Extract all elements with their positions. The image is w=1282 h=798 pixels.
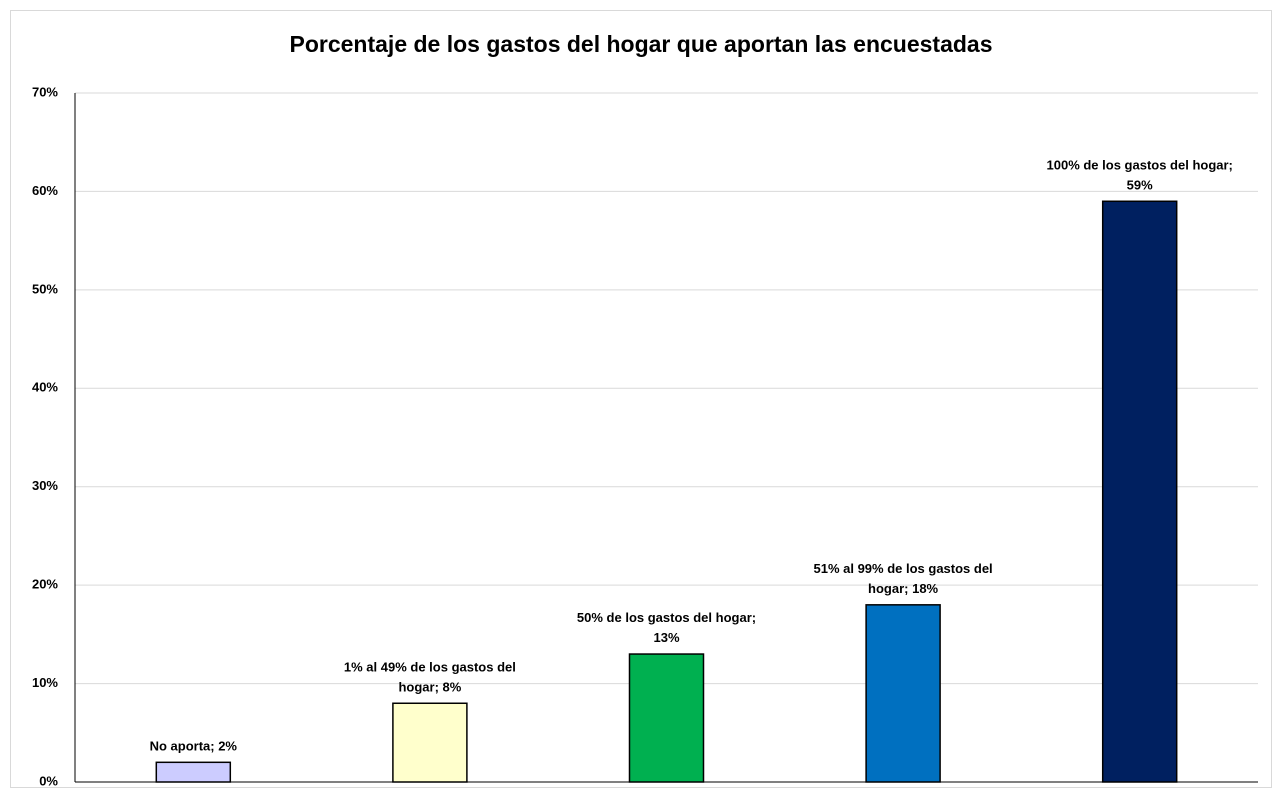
chart-title: Porcentaje de los gastos del hogar que a… xyxy=(290,31,993,57)
data-label: 1% al 49% de los gastos del hogar; 8% xyxy=(344,659,516,694)
bar xyxy=(865,604,941,783)
data-label: No aporta; 2% xyxy=(150,738,238,753)
y-tick-label: 30% xyxy=(32,478,58,493)
bar xyxy=(392,702,468,783)
bar xyxy=(1101,200,1178,783)
y-tick-label: 40% xyxy=(32,380,58,395)
y-tick-label: 70% xyxy=(32,84,58,99)
y-tick-label: 0% xyxy=(39,773,58,788)
data-label: 51% al 99% de los gastos del hogar; 18% xyxy=(813,561,992,596)
data-label: 50% de los gastos del hogar; 13% xyxy=(577,610,756,645)
y-tick-label: 20% xyxy=(32,577,58,592)
y-tick-label: 50% xyxy=(32,281,58,296)
data-label: 100% de los gastos del hogar; 59% xyxy=(1047,157,1233,192)
y-tick-label: 10% xyxy=(32,675,58,690)
y-tick-label: 60% xyxy=(32,183,58,198)
bar xyxy=(155,761,232,783)
bar xyxy=(628,653,705,783)
